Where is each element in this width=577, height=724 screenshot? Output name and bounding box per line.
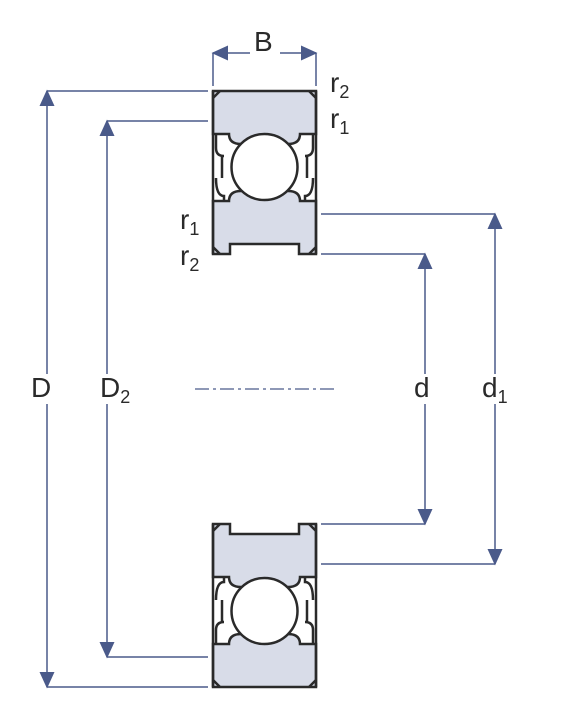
label-r1-mid: r1 [180, 204, 199, 239]
label-B: B [254, 26, 273, 57]
bearing-diagram: D D2 d d1 B r2 r1 r1 r2 [0, 0, 577, 724]
label-r2-mid: r2 [180, 240, 199, 275]
label-D: D [31, 372, 51, 403]
lower-section [213, 524, 316, 687]
ball-lower [232, 578, 298, 644]
ball-upper [232, 134, 298, 200]
label-d: d [414, 372, 430, 403]
upper-section [213, 91, 316, 254]
label-r1-top: r1 [330, 103, 349, 138]
label-r2-top: r2 [330, 67, 349, 102]
